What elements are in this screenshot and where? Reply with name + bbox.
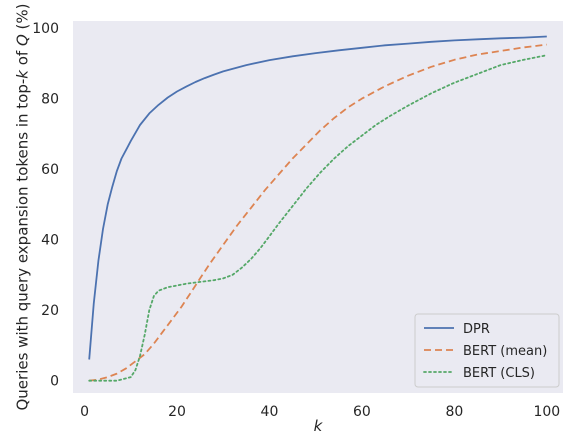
y-tick-label: 20 xyxy=(41,303,59,319)
y-tick-label: 60 xyxy=(41,162,59,178)
legend-label: BERT (CLS) xyxy=(463,366,535,381)
y-tick-label: 0 xyxy=(50,374,59,390)
x-tick-label: 60 xyxy=(353,404,371,420)
legend-box xyxy=(414,313,560,388)
series-line-1 xyxy=(88,35,547,360)
y-tick-label: 100 xyxy=(32,21,59,37)
y-tick-label: 40 xyxy=(41,233,59,249)
y-axis-label: Queries with query expansion tokens in t… xyxy=(13,3,31,410)
legend: DPR BERT (mean) BERT (CLS) xyxy=(414,313,560,388)
legend-label: BERT (mean) xyxy=(463,344,547,359)
y-tick-labels: 0 20 40 60 80 100 xyxy=(32,21,59,390)
y-axis-label-q: Q xyxy=(13,34,31,46)
x-tick-labels: 0 20 40 60 80 100 xyxy=(80,404,560,420)
legend-label: DPR xyxy=(463,322,490,337)
y-tick-label: 80 xyxy=(41,92,59,108)
y-axis-label-mid: of xyxy=(13,46,31,70)
x-tick-label: 20 xyxy=(168,404,186,420)
y-axis-label-prefix: Queries with query expansion tokens in t… xyxy=(13,79,31,411)
series-line-3 xyxy=(88,54,548,382)
y-axis-label-suffix: (%) xyxy=(13,3,31,34)
series-line-2 xyxy=(89,43,547,382)
x-tick-label: 40 xyxy=(261,404,279,420)
x-tick-label: 100 xyxy=(533,404,560,420)
x-tick-label: 80 xyxy=(445,404,463,420)
y-axis-label-k: k xyxy=(13,69,31,79)
x-axis-label: k xyxy=(314,417,324,435)
x-tick-label: 0 xyxy=(80,404,89,420)
series-layer xyxy=(88,35,548,382)
